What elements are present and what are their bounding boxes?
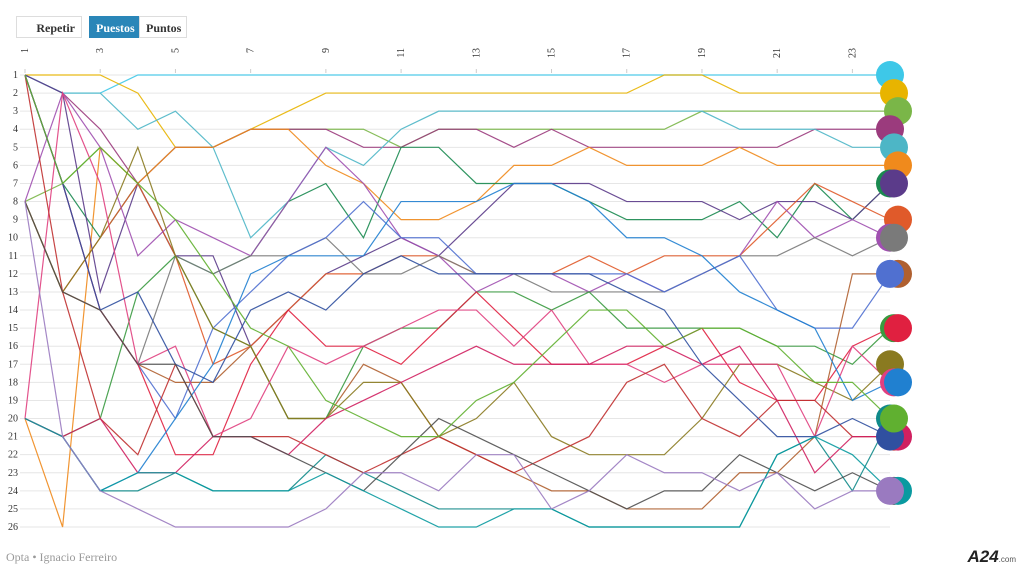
x-tick-label: 7 xyxy=(246,48,257,53)
y-tick-label: 6 xyxy=(13,160,18,171)
x-tick-label: 23 xyxy=(847,48,858,58)
series-line xyxy=(24,74,891,438)
y-tick-label: 3 xyxy=(13,106,18,117)
team-badge xyxy=(876,476,904,505)
series-line xyxy=(24,345,890,474)
x-tick-label: 1 xyxy=(20,48,31,53)
series-line xyxy=(24,201,890,528)
y-tick-label: 15 xyxy=(8,323,18,334)
y-tick-label: 18 xyxy=(8,377,18,388)
x-tick-label: 15 xyxy=(547,48,558,58)
series-line xyxy=(24,201,891,510)
y-tick-label: 1 xyxy=(13,70,18,81)
points-button[interactable]: Puntos xyxy=(139,16,187,38)
y-tick-label: 19 xyxy=(8,395,18,406)
chart: 1234567891011121314151617181920212223242… xyxy=(8,48,912,533)
team-badge xyxy=(876,259,904,288)
series-line xyxy=(24,110,890,203)
x-tick-label: 17 xyxy=(622,48,633,58)
brand-name: A24 xyxy=(967,547,999,566)
series-line xyxy=(24,128,890,528)
y-tick-label: 8 xyxy=(13,197,18,208)
brand: A24.com xyxy=(967,547,1016,567)
y-tick-label: 14 xyxy=(8,305,18,316)
series-line xyxy=(24,74,891,420)
y-tick-label: 20 xyxy=(8,414,18,425)
team-badge xyxy=(884,314,912,343)
series-line xyxy=(24,91,891,293)
y-tick-label: 4 xyxy=(13,124,18,135)
x-tick-label: 19 xyxy=(697,48,708,58)
series-line xyxy=(24,417,891,528)
source: Opta • Ignacio Ferreiro xyxy=(6,550,118,564)
y-tick-label: 11 xyxy=(8,251,18,262)
y-tick-label: 24 xyxy=(8,486,18,497)
x-tick-label: 3 xyxy=(95,48,106,53)
y-tick-label: 9 xyxy=(13,215,18,226)
x-tick-label: 21 xyxy=(772,48,783,58)
series-line xyxy=(24,90,891,439)
x-tick-label: 11 xyxy=(396,48,407,58)
y-tick-label: 7 xyxy=(13,178,18,189)
x-tick-label: 13 xyxy=(471,48,482,58)
series-line xyxy=(25,74,890,148)
team-badge xyxy=(880,404,908,433)
positions-button[interactable]: Puestos xyxy=(89,16,139,38)
y-tick-label: 10 xyxy=(8,233,18,244)
series-line xyxy=(24,74,890,94)
y-tick-label: 12 xyxy=(8,269,18,280)
y-tick-label: 16 xyxy=(8,341,18,352)
series-line xyxy=(24,74,891,275)
y-tick-label: 21 xyxy=(8,432,18,443)
series-line xyxy=(24,74,890,239)
y-tick-label: 17 xyxy=(8,359,18,370)
x-tick-label: 9 xyxy=(321,48,332,53)
brand-suffix: .com xyxy=(998,555,1016,564)
series-line xyxy=(24,74,890,474)
replay-button[interactable]: Repetir xyxy=(16,16,82,38)
team-badge xyxy=(880,169,908,198)
series-line xyxy=(24,145,891,456)
series-line xyxy=(24,182,891,492)
series-line xyxy=(24,201,891,366)
team-badge xyxy=(880,223,908,252)
series-line xyxy=(24,74,891,438)
y-tick-label: 23 xyxy=(8,468,18,479)
y-tick-label: 5 xyxy=(13,142,18,153)
y-tick-label: 2 xyxy=(13,88,18,99)
y-tick-label: 26 xyxy=(8,522,18,533)
x-tick-label: 5 xyxy=(170,48,181,53)
y-tick-label: 25 xyxy=(8,504,18,515)
team-badge xyxy=(884,368,912,397)
y-tick-label: 22 xyxy=(8,450,18,461)
y-tick-label: 13 xyxy=(8,287,18,298)
